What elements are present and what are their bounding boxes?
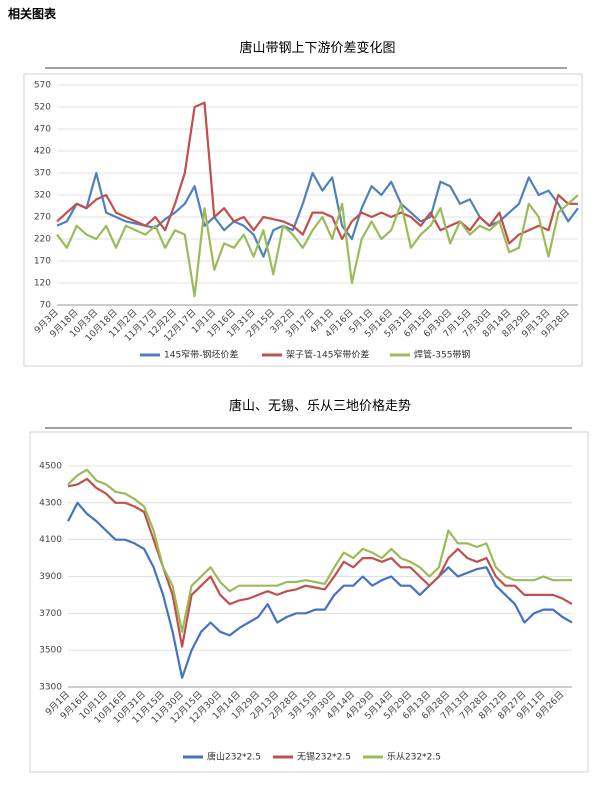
chart-frame <box>29 431 589 773</box>
y-tick-label: 220 <box>34 235 51 245</box>
y-tick-label: 4100 <box>39 535 62 545</box>
y-tick-label: 370 <box>34 169 51 179</box>
y-tick-label: 4300 <box>39 498 62 508</box>
y-tick-label: 420 <box>34 147 51 157</box>
legend-label: 焊管-355带钢 <box>414 349 470 361</box>
series-line <box>67 477 573 648</box>
series-line <box>67 501 573 679</box>
page-title: 相关图表 <box>8 6 57 21</box>
y-tick-label: 170 <box>34 257 51 267</box>
y-tick-label: 470 <box>34 125 51 135</box>
legend-label: 唐山232*2.5 <box>207 751 261 763</box>
y-tick-label: 320 <box>34 191 51 201</box>
legend-label: 乐从232*2.5 <box>387 751 441 763</box>
series-line <box>56 194 579 298</box>
y-tick-label: 120 <box>34 279 51 289</box>
chart-frame <box>23 73 583 367</box>
y-tick-label: 270 <box>34 213 51 223</box>
series-line <box>56 101 578 245</box>
legend-label: 架子管-145窄带价差 <box>286 349 369 361</box>
y-tick-label: 70 <box>40 301 52 311</box>
chart-title: 唐山带钢上下游价差变化图 <box>239 40 395 56</box>
y-tick-label: 3500 <box>39 646 62 656</box>
legend-label: 无锡232*2.5 <box>297 752 351 763</box>
chart-title: 唐山、无锡、乐从三地价格走势 <box>229 398 411 414</box>
y-tick-label: 570 <box>34 81 51 91</box>
series-line <box>67 468 572 633</box>
y-tick-label: 4500 <box>39 462 62 472</box>
legend-label: 145窄带-钢坯价差 <box>164 349 238 361</box>
y-tick-label: 520 <box>34 103 51 113</box>
y-tick-label: 3900 <box>39 572 62 582</box>
y-tick-label: 3700 <box>39 609 62 619</box>
y-tick-label: 3300 <box>39 683 62 693</box>
